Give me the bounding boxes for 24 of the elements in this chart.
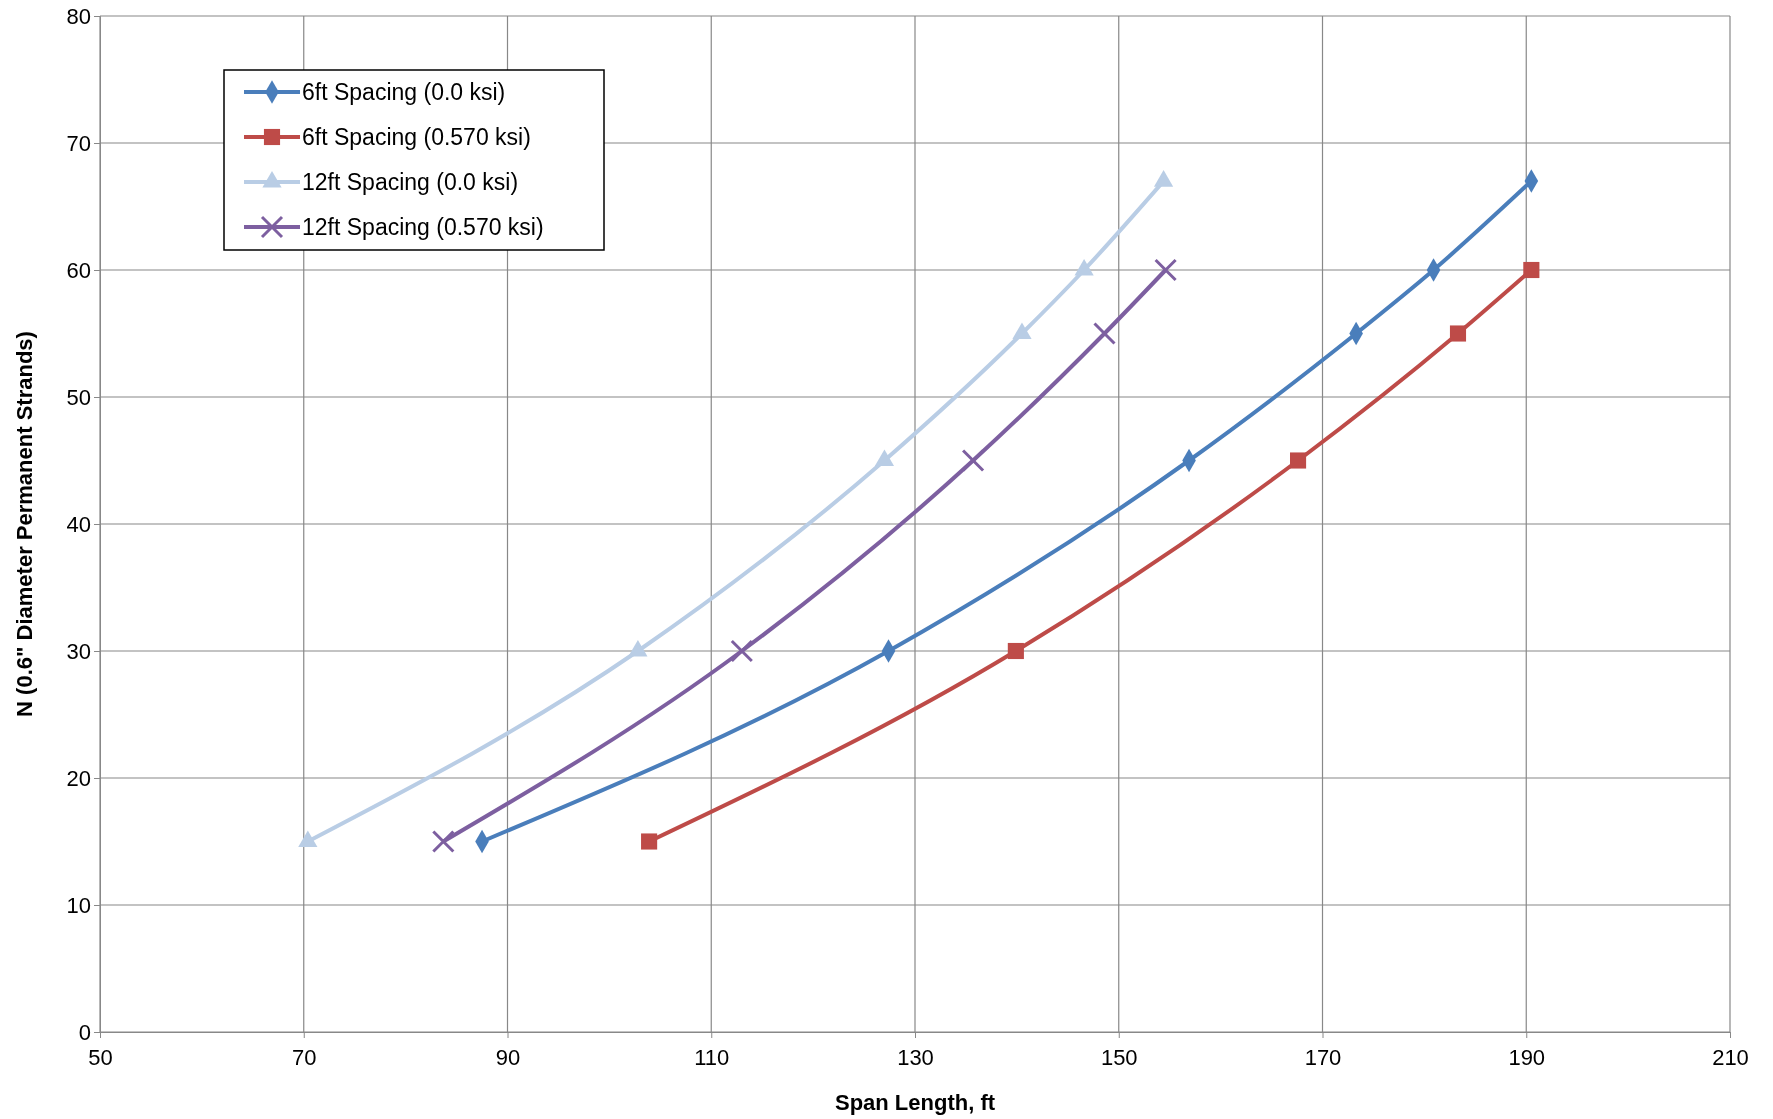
x-tick-label: 190 [1508,1045,1546,1071]
y-axis-title: N (0.6" Diameter Permanent Strands) [12,331,37,717]
x-tick-label: 70 [292,1045,317,1071]
x-tick-label: 50 [88,1045,113,1071]
y-tick-label: 80 [66,3,91,29]
x-tick-label: 170 [1304,1045,1342,1071]
x-tick-label: 110 [694,1045,730,1071]
y-tick-label: 60 [66,257,91,283]
y-tick-label: 40 [66,511,91,537]
x-axis-title: Span Length, ft [834,1090,996,1115]
x-tick-label: 130 [897,1045,934,1071]
legend-label: 6ft Spacing (0.0 ksi) [302,79,506,106]
legend-label: 12ft Spacing (0.0 ksi) [302,169,519,196]
x-tick-label: 150 [1100,1045,1138,1071]
x-tick-label: 210 [1712,1045,1749,1071]
y-tick-label: 30 [66,638,91,664]
x-tick-label: 90 [495,1045,521,1071]
y-tick-label: 50 [66,384,91,410]
y-tick-label: 20 [66,765,91,791]
legend-label: 6ft Spacing (0.570 ksi) [302,124,531,151]
y-tick-label: 70 [66,130,91,156]
y-tick-label: 10 [66,892,91,918]
y-tick-label: 0 [78,1019,91,1045]
legend-label: 12ft Spacing (0.570 ksi) [302,214,544,241]
